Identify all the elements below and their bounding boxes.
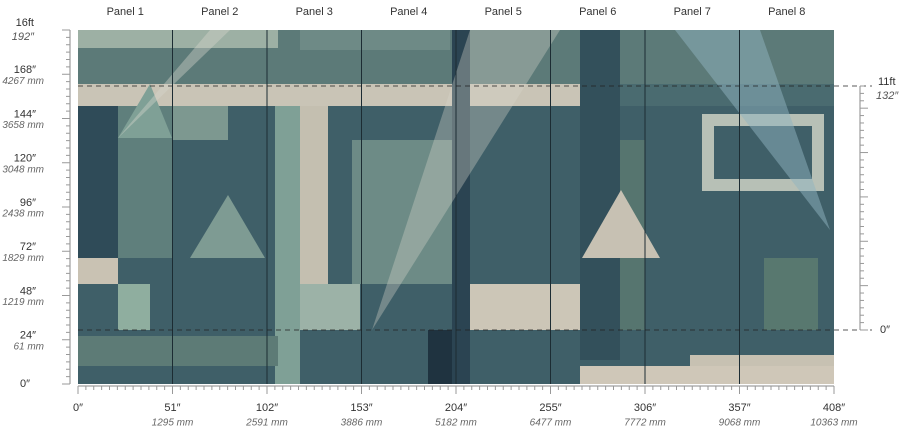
bottom-inch: 357″ bbox=[728, 402, 750, 414]
bottom-mm: 2591 mm bbox=[245, 418, 288, 429]
right-top-unit: 11ft bbox=[878, 76, 896, 88]
bottom-inch: 153″ bbox=[350, 402, 372, 414]
left-inch: 72″ bbox=[20, 241, 36, 253]
left-mm: 3048 mm bbox=[2, 164, 44, 175]
bottom-inch: 255″ bbox=[539, 402, 561, 414]
bottom-mm: 9068 mm bbox=[719, 418, 761, 429]
bottom-inch: 102″ bbox=[256, 402, 278, 414]
left-inch: 48″ bbox=[20, 285, 36, 297]
bottom-mm: 6477 mm bbox=[530, 418, 572, 429]
left-top-unit: 16ft bbox=[16, 17, 34, 29]
left-top-inch: 192″ bbox=[12, 31, 35, 43]
right-top-inch: 132″ bbox=[876, 90, 899, 102]
panel-label: Panel 1 bbox=[107, 6, 144, 18]
left-inch: 24″ bbox=[20, 330, 36, 342]
panel-label: Panel 4 bbox=[390, 6, 427, 18]
left-inch: 144″ bbox=[14, 108, 36, 120]
bottom-mm: 7772 mm bbox=[624, 418, 666, 429]
left-mm: 1219 mm bbox=[2, 297, 44, 308]
left-mm: 1829 mm bbox=[2, 253, 44, 264]
left-mm: 61 mm bbox=[13, 341, 44, 352]
bottom-inch: 51″ bbox=[164, 402, 180, 414]
bottom-mm: 5182 mm bbox=[435, 418, 477, 429]
bottom-mm: 3886 mm bbox=[341, 418, 383, 429]
left-bottom-inch: 0″ bbox=[20, 378, 30, 390]
bottom-inch: 0″ bbox=[73, 402, 83, 414]
panel-label: Panel 5 bbox=[485, 6, 522, 18]
bottom-mm: 1295 mm bbox=[152, 418, 194, 429]
left-mm: 2438 mm bbox=[1, 209, 44, 220]
panel-label: Panel 2 bbox=[201, 6, 238, 18]
panel-label: Panel 6 bbox=[579, 6, 616, 18]
panel-label: Panel 8 bbox=[768, 6, 805, 18]
bottom-inch: 408″ bbox=[823, 402, 845, 414]
left-inch: 96″ bbox=[20, 197, 36, 209]
bottom-inch: 204″ bbox=[445, 402, 467, 414]
panel-label: Panel 7 bbox=[674, 6, 711, 18]
bottom-mm: 10363 mm bbox=[810, 418, 857, 429]
right-bottom-inch: 0″ bbox=[880, 324, 890, 336]
left-mm: 4267 mm bbox=[2, 76, 44, 87]
bottom-inch: 306″ bbox=[634, 402, 656, 414]
panel-label: Panel 3 bbox=[296, 6, 333, 18]
left-inch: 168″ bbox=[14, 64, 36, 76]
left-inch: 120″ bbox=[14, 153, 36, 165]
left-mm: 3658 mm bbox=[2, 120, 44, 131]
